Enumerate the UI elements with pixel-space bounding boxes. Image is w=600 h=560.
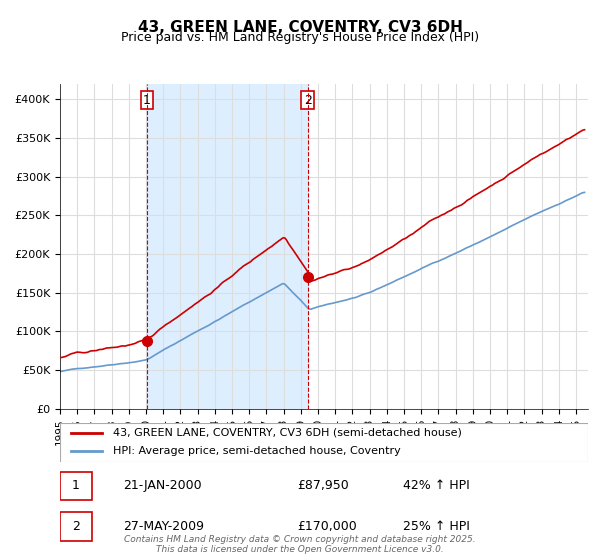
Text: 1: 1 <box>143 94 151 107</box>
FancyBboxPatch shape <box>60 512 92 541</box>
Text: 2: 2 <box>304 94 312 107</box>
Text: £170,000: £170,000 <box>298 520 358 533</box>
Text: 43, GREEN LANE, COVENTRY, CV3 6DH (semi-detached house): 43, GREEN LANE, COVENTRY, CV3 6DH (semi-… <box>113 428 461 437</box>
FancyBboxPatch shape <box>60 472 92 500</box>
Text: £87,950: £87,950 <box>298 479 349 492</box>
Text: 27-MAY-2009: 27-MAY-2009 <box>124 520 205 533</box>
FancyBboxPatch shape <box>60 423 588 462</box>
Text: 42% ↑ HPI: 42% ↑ HPI <box>403 479 470 492</box>
Text: HPI: Average price, semi-detached house, Coventry: HPI: Average price, semi-detached house,… <box>113 446 401 456</box>
Text: 1: 1 <box>72 479 80 492</box>
Bar <box>147 84 308 409</box>
Text: 25% ↑ HPI: 25% ↑ HPI <box>403 520 470 533</box>
Text: 21-JAN-2000: 21-JAN-2000 <box>124 479 202 492</box>
Text: Contains HM Land Registry data © Crown copyright and database right 2025.
This d: Contains HM Land Registry data © Crown c… <box>124 535 476 554</box>
Text: 43, GREEN LANE, COVENTRY, CV3 6DH: 43, GREEN LANE, COVENTRY, CV3 6DH <box>137 20 463 35</box>
Text: 2: 2 <box>72 520 80 533</box>
Text: Price paid vs. HM Land Registry's House Price Index (HPI): Price paid vs. HM Land Registry's House … <box>121 31 479 44</box>
